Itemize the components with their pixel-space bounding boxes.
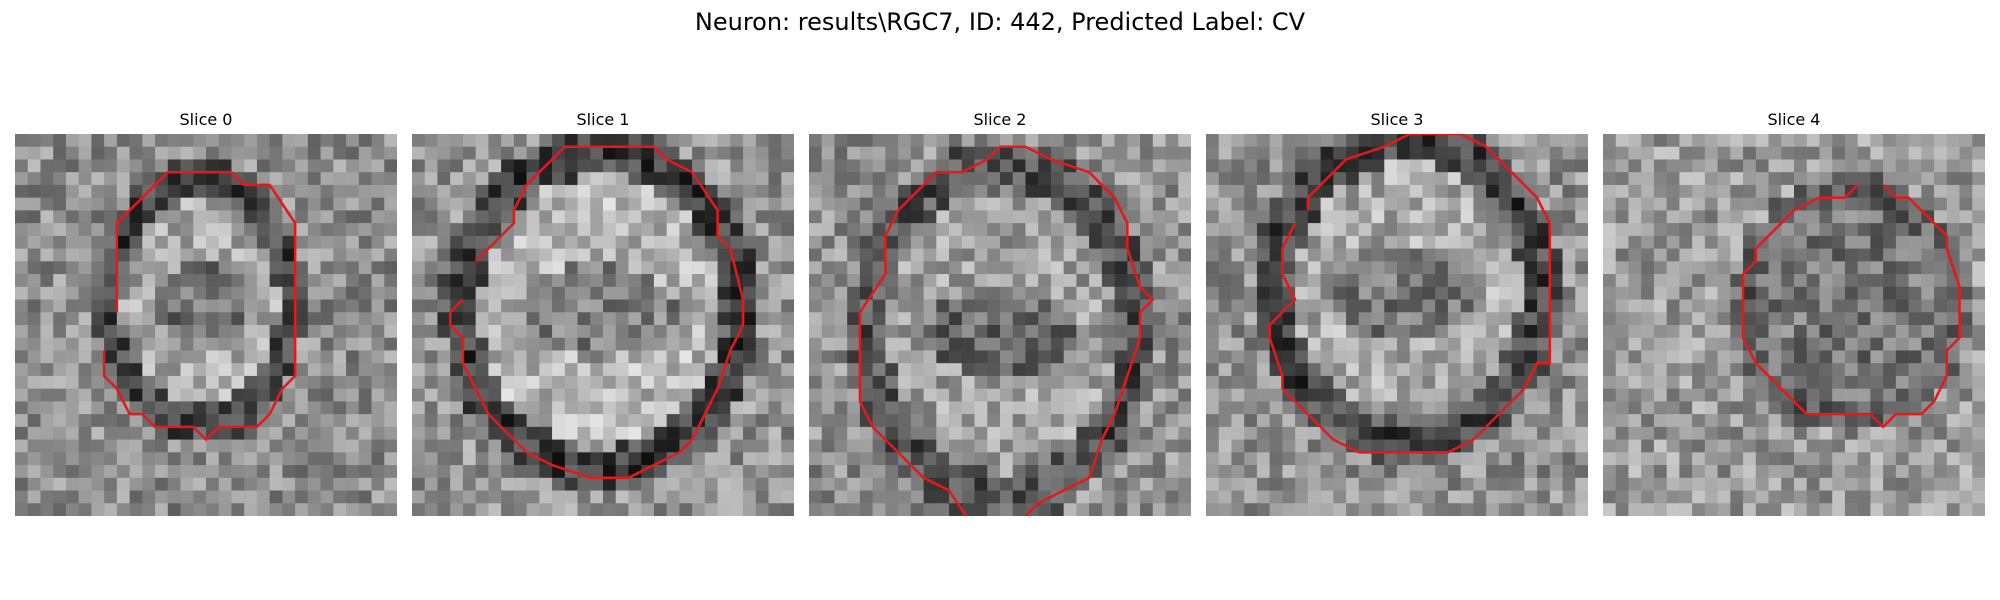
slice-title-0: Slice 0 xyxy=(179,110,233,129)
slice-image-3 xyxy=(1206,134,1588,516)
segmentation-contour xyxy=(858,145,1155,516)
segmentation-contour xyxy=(1268,134,1552,454)
slice-image-0 xyxy=(15,134,397,516)
slice-title-4: Slice 4 xyxy=(1767,110,1821,129)
slice-image-4 xyxy=(1603,134,1985,516)
slice-title-1: Slice 1 xyxy=(576,110,630,129)
slice-image-2 xyxy=(809,134,1191,516)
slice-title-2: Slice 2 xyxy=(973,110,1027,129)
segmentation-contour xyxy=(1741,184,1961,429)
slice-image-1 xyxy=(412,134,794,516)
segmentation-contour xyxy=(448,145,745,480)
figure-title: Neuron: results\RGC7, ID: 442, Predicted… xyxy=(694,8,1306,36)
segmentation-contour xyxy=(102,170,297,442)
slice-title-3: Slice 3 xyxy=(1370,110,1424,129)
